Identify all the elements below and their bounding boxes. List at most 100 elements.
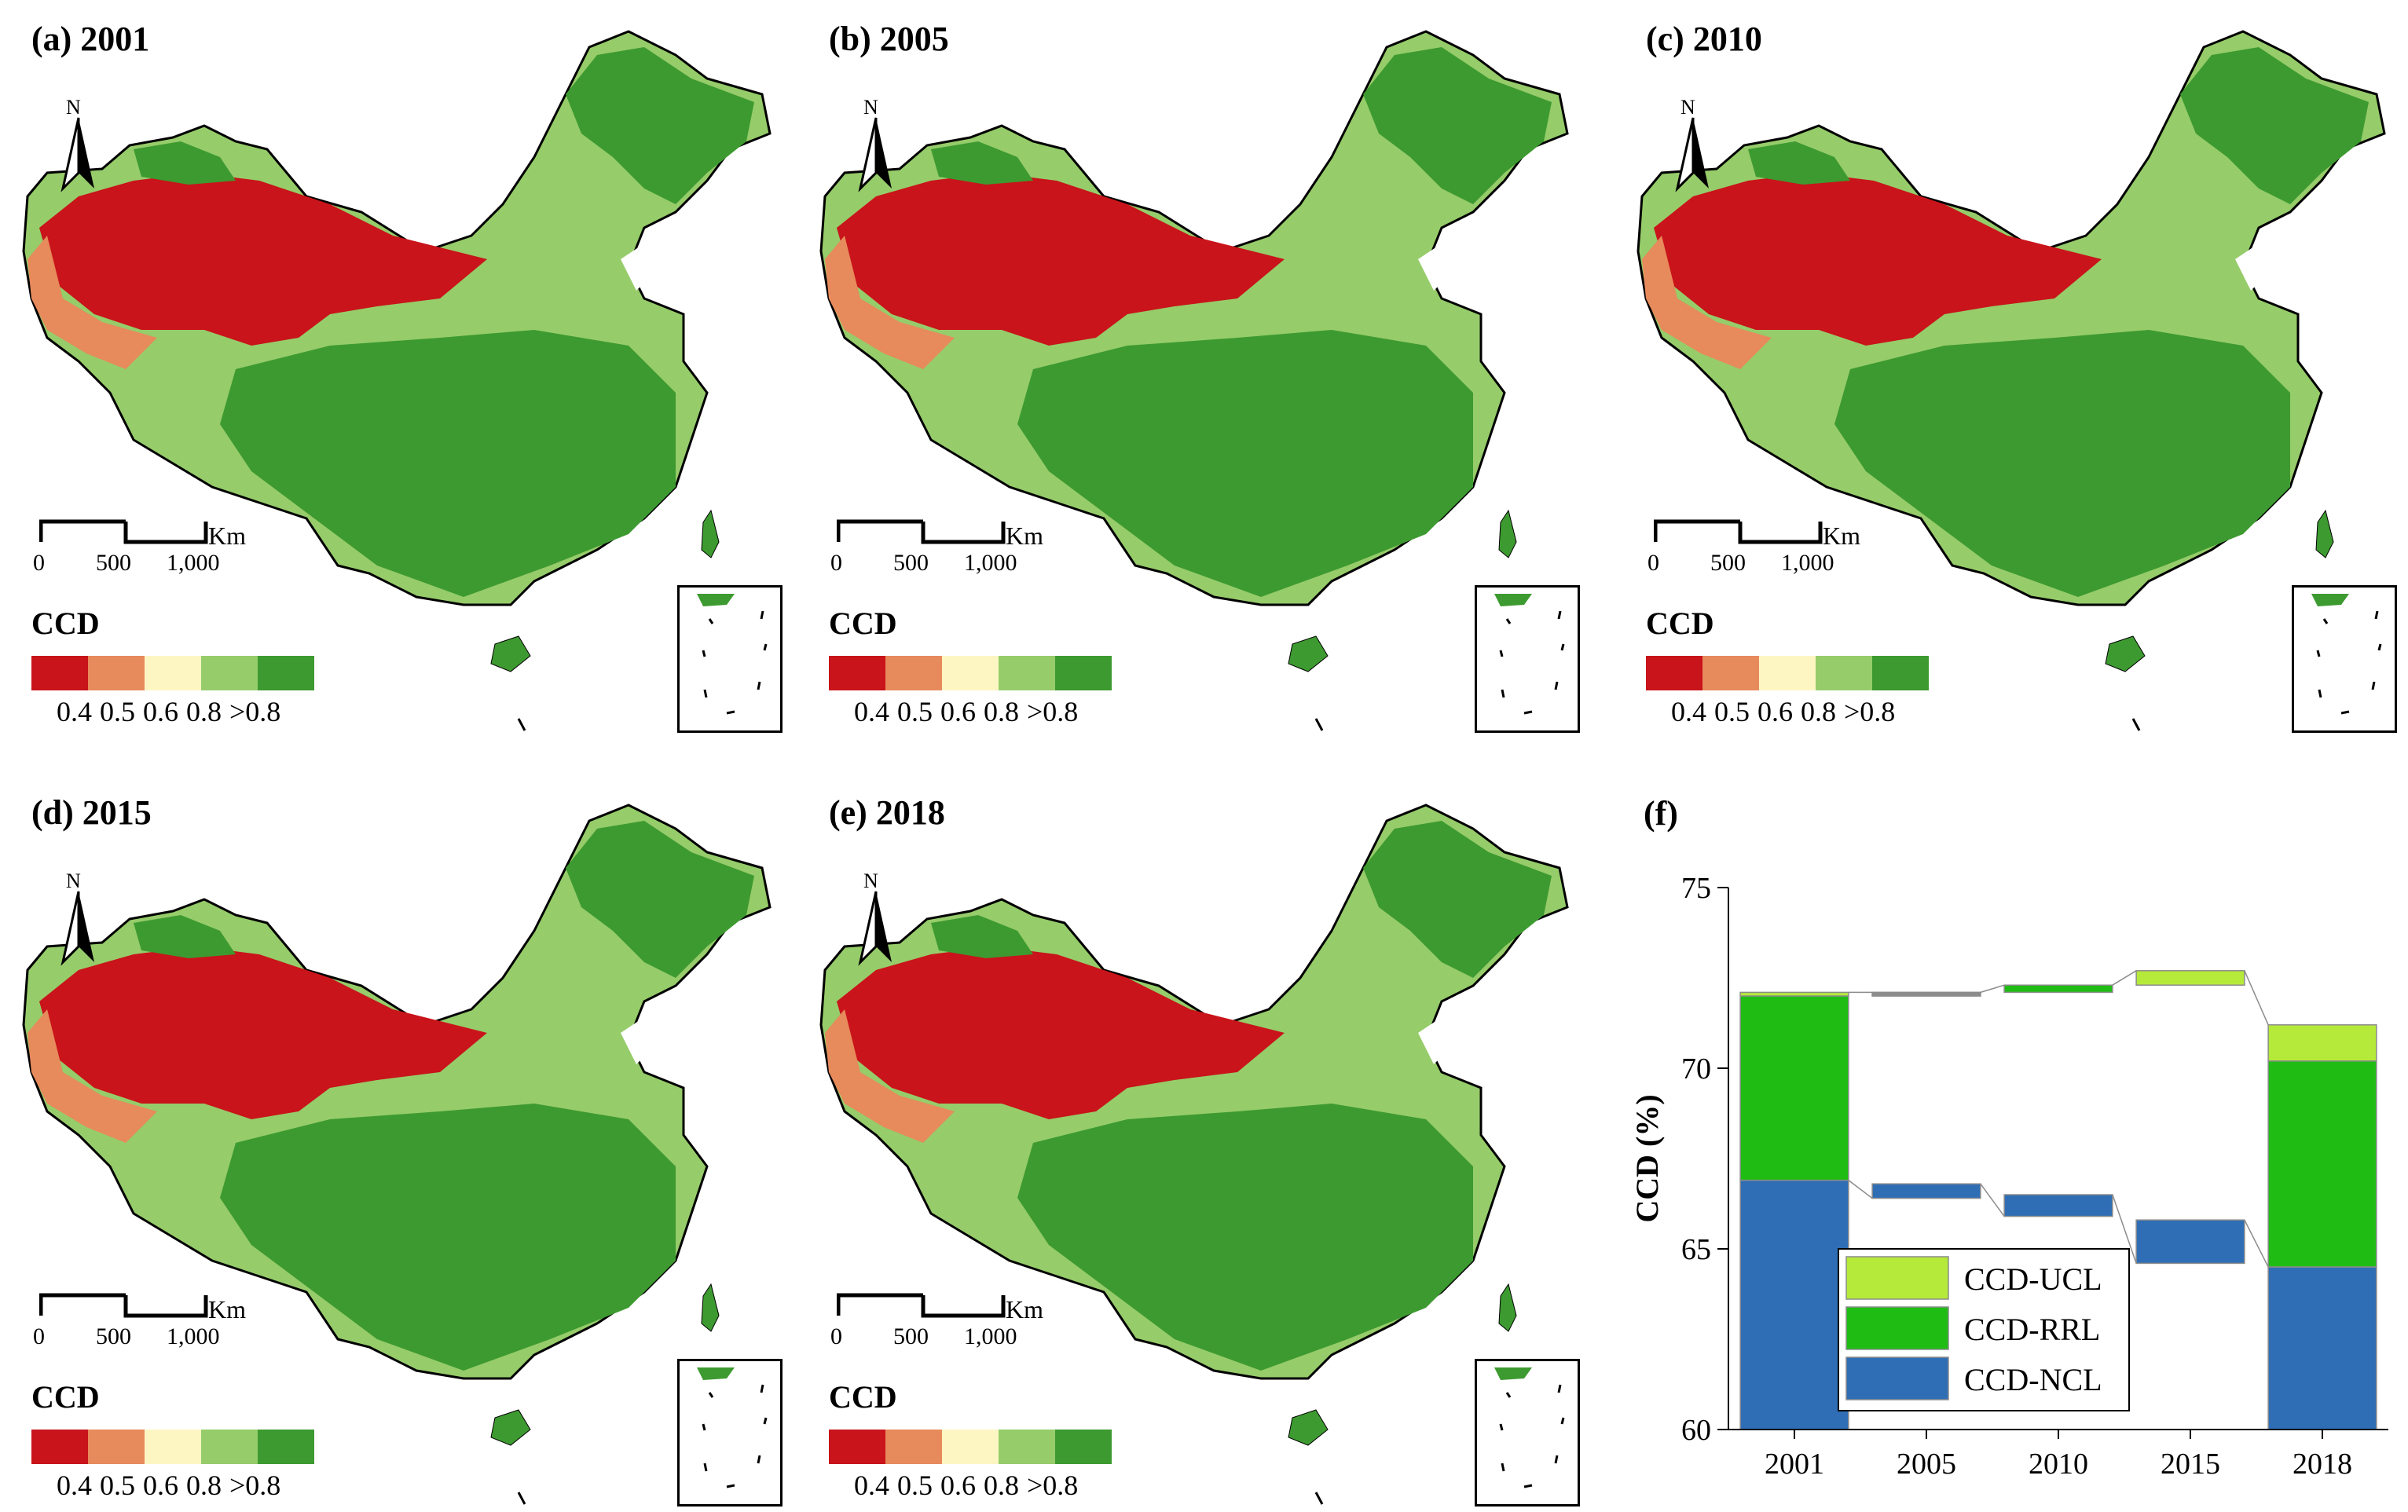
legend-color-bar: [1646, 656, 1929, 690]
legend-tick: >0.8: [229, 696, 281, 727]
legend-label-ccd-rrl: CCD-RRL: [1964, 1312, 2100, 1347]
legend-swatch: [145, 656, 201, 690]
scale-unit: Km: [1823, 522, 1860, 550]
legend-swatch: [258, 656, 314, 690]
connector-line: [1980, 984, 2005, 994]
panel-title: (d) 2015: [31, 793, 152, 832]
legend-ticks: 0.4 0.5 0.6 0.8 >0.8: [854, 1469, 1078, 1502]
scale-tick: 500: [893, 1323, 929, 1349]
moderate-ccd-fringe: [27, 236, 157, 369]
bar-ccd-ncl-2015: [2135, 1219, 2245, 1265]
scale-tick: 1,000: [964, 550, 1017, 576]
scale-bar: [837, 519, 1006, 544]
northwest-basin-region: [134, 141, 236, 185]
scale-tick: 0: [830, 1323, 842, 1349]
bar-ccd-ucl-2001: [1739, 991, 1849, 997]
x-tick-label: 2005: [1897, 1448, 1956, 1481]
moderate-ccd-fringe: [825, 1009, 955, 1143]
legend-title: CCD: [31, 1379, 100, 1415]
legend-swatch: [201, 656, 258, 690]
moderate-ccd-fringe: [27, 1009, 157, 1143]
bar-ccd-rrl-2001: [1739, 995, 1849, 1181]
legend-swatch: [1055, 656, 1112, 690]
northwest-basin-region: [931, 915, 1033, 958]
southeast-forest-region: [1834, 330, 2290, 597]
northwest-low-ccd-region: [837, 946, 1285, 1119]
connector-line: [1980, 1183, 2005, 1217]
legend-swatch: [1816, 656, 1872, 690]
scale-bar: [39, 519, 208, 544]
scale-tick: 1,000: [1781, 550, 1834, 576]
bar-ccd-ncl-2018: [2267, 1266, 2377, 1430]
northwest-basin-region: [1748, 141, 1850, 185]
scale-tick: 500: [96, 550, 131, 576]
nine-dash-mark: [517, 718, 526, 731]
north-arrow-icon: [60, 117, 94, 192]
hainan-island: [2105, 635, 2146, 672]
scale-bar: [39, 1293, 208, 1318]
legend-swatch: [885, 656, 942, 690]
bohai-water-region: [1418, 243, 1457, 291]
inset-islands: [1494, 594, 1565, 715]
legend-swatch: [201, 1430, 258, 1464]
chart-panel-title: (f): [1644, 794, 1678, 833]
legend-tick: 0.4: [1671, 696, 1706, 727]
y-tick-label: 60: [1681, 1414, 1711, 1447]
legend-swatch: [829, 1430, 885, 1464]
nine-dash-mark: [1314, 1492, 1324, 1505]
legend-swatch: [1646, 656, 1702, 690]
legend-tick: 0.8: [984, 696, 1019, 727]
taiwan-island: [2315, 509, 2334, 558]
china-ccd-map: [22, 30, 772, 731]
legend-title: CCD: [31, 606, 100, 641]
y-tick-label: 65: [1681, 1233, 1711, 1266]
northeast-forest-region: [1363, 47, 1552, 204]
bar-ccd-rrl-2018: [2267, 1060, 2377, 1268]
legend-swatch: [31, 1430, 88, 1464]
southeast-forest-region: [1017, 330, 1473, 597]
china-ccd-map: [22, 804, 772, 1505]
legend-title: CCD: [829, 1379, 897, 1415]
legend-swatch: [999, 1430, 1055, 1464]
legend-tick: >0.8: [1027, 1470, 1079, 1501]
legend-swatch: [88, 656, 145, 690]
x-tick-label: 2015: [2161, 1448, 2220, 1481]
legend-tick: 0.5: [1714, 696, 1750, 727]
northwest-low-ccd-region: [837, 173, 1285, 346]
scale-tick: 0: [33, 550, 45, 576]
north-label: N: [1680, 96, 1695, 119]
legend-tick: 0.8: [984, 1470, 1019, 1501]
nine-dash-mark: [2131, 718, 2141, 731]
legend-title: CCD: [829, 606, 897, 641]
legend-swatch: [88, 1430, 145, 1464]
legend-swatch: [31, 656, 88, 690]
map-panel-2: (b) 2005 N Km 0 500 1,000 CCD 0.4 0.5 0.…: [797, 0, 1583, 738]
map-panel-5: (e) 2018 N Km 0 500 1,000 CCD 0.4 0.5 0.…: [797, 774, 1583, 1512]
connector-line: [2244, 1219, 2269, 1268]
legend-ticks: 0.4 0.5 0.6 0.8 >0.8: [57, 695, 280, 728]
hainan-island: [490, 1409, 531, 1446]
taiwan-island: [701, 509, 720, 558]
y-axis-label: CCD (%): [1629, 1094, 1665, 1222]
north-label: N: [66, 96, 81, 119]
legend-color-bar: [31, 1430, 314, 1464]
scale-tick: 1,000: [167, 1323, 220, 1349]
legend-swatch: [942, 656, 999, 690]
legend-swatch: [885, 1430, 942, 1464]
moderate-ccd-fringe: [825, 236, 955, 369]
legend-tick: >0.8: [1027, 696, 1079, 727]
legend-tick: 0.8: [186, 696, 222, 727]
legend-tick: 0.6: [940, 1470, 976, 1501]
scale-tick: 0: [33, 1323, 45, 1349]
legend-tick: 0.8: [186, 1470, 222, 1501]
scale-unit: Km: [208, 522, 246, 550]
legend-swatch: [1872, 656, 1929, 690]
taiwan-island: [1498, 1283, 1517, 1332]
legend-tick: 0.6: [940, 696, 976, 727]
map-panel-1: (a) 2001 N Km 0 500 1,000 CCD 0.4 0.5 0.…: [0, 0, 786, 738]
x-tick-label: 2018: [2293, 1448, 2352, 1481]
legend-swatch: [999, 656, 1055, 690]
panel-title: (e) 2018: [829, 793, 945, 832]
ccd-bar-chart: (f) 60 65 70 75 2001 2005 2010 2015 2018 CCD (%) CC…: [1629, 794, 2388, 1481]
bar-ccd-ncl-2005: [1871, 1183, 1981, 1199]
